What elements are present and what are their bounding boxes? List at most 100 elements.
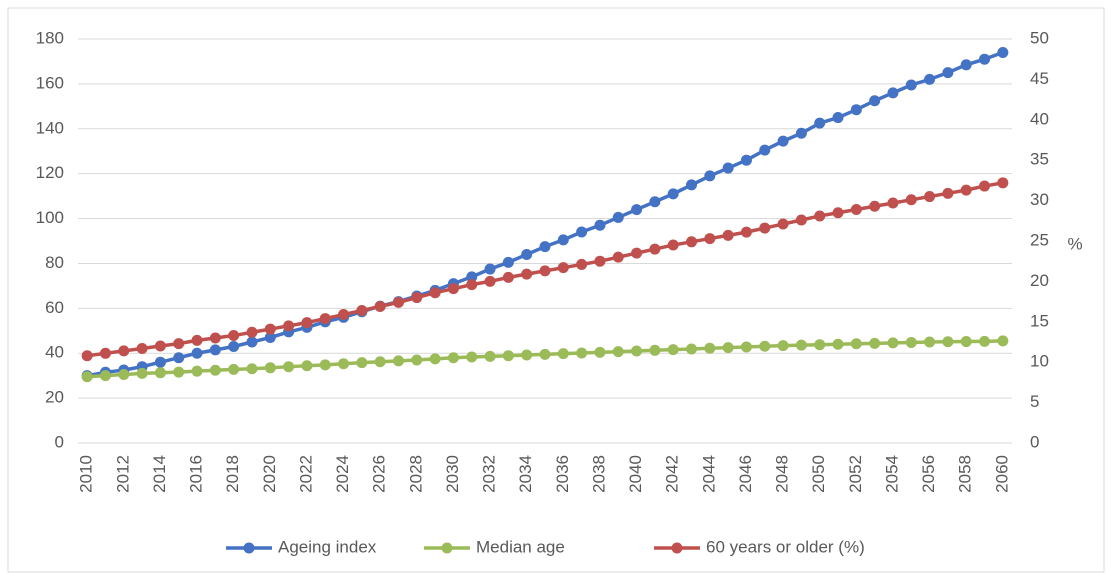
data-point [411,354,423,366]
y-tick-label: 40 [45,343,64,362]
data-point [246,336,258,348]
data-point [539,241,551,253]
data-point [686,343,698,355]
data-point [356,304,368,316]
data-point [209,344,221,356]
data-point [301,317,313,329]
x-tick-label: 2024 [333,455,352,493]
data-point [99,370,111,382]
data-point [576,258,588,270]
data-point [704,342,716,354]
data-point [631,204,643,216]
data-point [795,127,807,139]
data-point [704,170,716,182]
data-point [209,364,221,376]
x-tick-label: 2020 [260,455,279,493]
x-tick-label: 2044 [699,455,718,493]
data-point [905,79,917,91]
data-point [484,350,496,362]
x-tick-label: 2018 [223,455,242,493]
data-point [759,222,771,234]
y2-tick-label: 0 [1030,432,1039,451]
data-point [887,337,899,349]
data-point [502,350,514,362]
data-point [924,191,936,203]
data-point [154,340,166,352]
data-point [649,243,661,255]
data-point [429,353,441,365]
data-point [228,363,240,375]
y2-tick-label: 45 [1030,69,1049,88]
y2-tick-label: 40 [1030,109,1049,128]
data-point [814,117,826,129]
legend-marker [441,542,453,554]
data-point [594,346,606,358]
data-point [283,320,295,332]
data-point [228,330,240,342]
data-point [118,369,130,381]
data-point [338,309,350,321]
y2-tick-label: 35 [1030,150,1049,169]
data-point [612,211,624,223]
data-point [246,363,258,375]
data-point [905,336,917,348]
data-point [869,95,881,107]
data-point [667,188,679,200]
data-point [832,112,844,124]
data-point [979,53,991,65]
data-point [466,351,478,363]
data-point [759,144,771,156]
data-point [777,340,789,352]
data-point [99,347,111,359]
data-point [246,326,258,338]
data-point [814,210,826,222]
data-point [118,345,130,357]
data-point [667,239,679,251]
data-point [209,332,221,344]
y-tick-label: 180 [36,28,64,47]
data-point [740,226,752,238]
data-point [374,356,386,368]
data-point [960,336,972,348]
data-point [960,59,972,71]
data-point [447,283,459,295]
x-tick-label: 2016 [187,455,206,493]
data-point [686,236,698,248]
data-point [942,187,954,199]
legend-label: Ageing index [278,537,377,556]
x-tick-label: 2038 [589,455,608,493]
y-tick-label: 100 [36,208,64,227]
data-point [173,352,185,364]
data-point [850,203,862,215]
data-point [173,366,185,378]
data-point [392,355,404,367]
legend-label: 60 years or older (%) [706,537,865,556]
y-tick-label: 20 [45,388,64,407]
data-point [136,342,148,354]
data-point [576,226,588,238]
x-tick-label: 2012 [113,455,132,493]
data-point [631,247,643,259]
data-point [521,349,533,361]
data-point [832,207,844,219]
data-point [301,360,313,372]
y-tick-label: 140 [36,118,64,137]
data-point [374,300,386,312]
data-point [997,177,1009,189]
data-point [557,348,569,360]
x-tick-label: 2026 [370,455,389,493]
data-point [850,104,862,116]
data-point [795,214,807,226]
data-point [447,352,459,364]
data-point [466,271,478,283]
data-point [722,342,734,354]
data-point [191,347,203,359]
chart-frame [7,7,1105,573]
data-point [319,359,331,371]
data-point [869,337,881,349]
data-point [924,73,936,85]
x-tick-label: 2032 [480,455,499,493]
data-point [466,279,478,291]
data-point [539,348,551,360]
data-point [686,179,698,191]
